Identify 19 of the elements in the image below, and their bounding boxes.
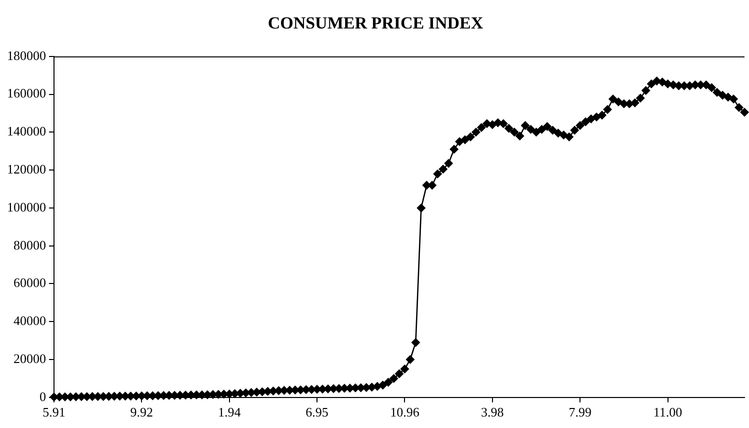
x-tick-label: 10.96 [390, 404, 420, 420]
y-tick-label: 40000 [14, 313, 46, 328]
y-tick-label: 80000 [14, 237, 46, 252]
y-tick-label: 0 [40, 388, 46, 404]
y-tick-label: 180000 [7, 48, 46, 63]
y-tick-label: 160000 [7, 86, 46, 101]
x-tick-label: 11.00 [653, 404, 682, 420]
x-tick-label: 6.95 [306, 404, 328, 420]
y-tick-label: 100000 [7, 199, 46, 214]
x-tick-label: 1.94 [218, 404, 242, 420]
y-tick-label: 120000 [7, 161, 46, 176]
chart-title: CONSUMER PRICE INDEX [268, 14, 484, 33]
y-tick-label: 20000 [14, 350, 46, 366]
x-tick-label: 9.92 [130, 404, 154, 420]
x-tick-label: 7.99 [568, 404, 592, 420]
y-tick-label: 60000 [14, 275, 46, 290]
x-tick-label: 5.91 [42, 404, 66, 420]
x-tick-label: 3.98 [481, 404, 504, 420]
y-tick-label: 140000 [7, 124, 46, 139]
